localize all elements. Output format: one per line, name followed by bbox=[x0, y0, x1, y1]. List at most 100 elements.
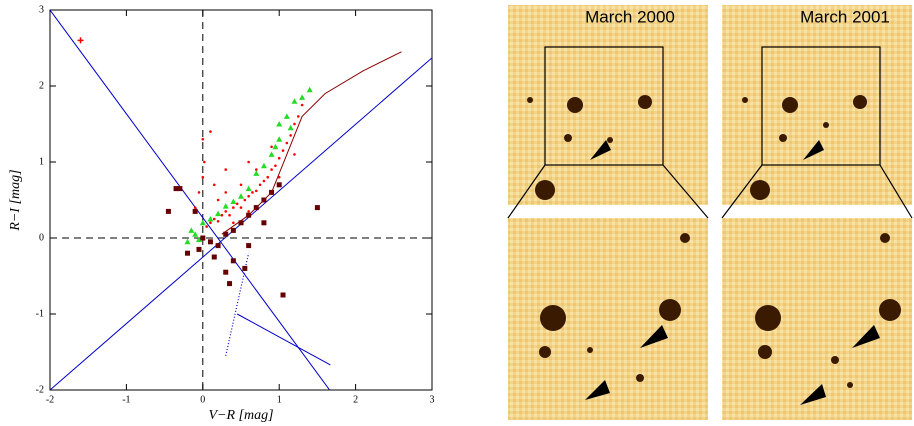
point bbox=[280, 292, 286, 298]
point bbox=[299, 94, 306, 100]
point bbox=[253, 170, 260, 176]
point bbox=[258, 183, 262, 187]
series-group bbox=[50, 10, 432, 390]
point bbox=[209, 130, 212, 133]
y-axis-label: R−I [mag] bbox=[8, 169, 23, 231]
point bbox=[247, 210, 250, 213]
image bbox=[722, 218, 912, 420]
point bbox=[266, 175, 270, 179]
point bbox=[239, 206, 243, 209]
curve bbox=[236, 313, 331, 366]
point bbox=[216, 219, 220, 223]
plot-frame bbox=[49, 9, 433, 391]
point bbox=[177, 186, 183, 192]
point bbox=[293, 153, 296, 156]
inset-frames bbox=[507, 46, 913, 219]
point bbox=[300, 103, 304, 107]
y-tick-label: -1 bbox=[36, 308, 44, 319]
x-tick-label: 1 bbox=[277, 394, 282, 405]
point bbox=[205, 225, 208, 228]
point bbox=[277, 175, 281, 179]
point bbox=[235, 202, 239, 206]
x-tick-label: -1 bbox=[122, 394, 130, 405]
point bbox=[224, 168, 228, 171]
point bbox=[242, 265, 248, 271]
point bbox=[306, 86, 313, 93]
point bbox=[212, 183, 216, 187]
curve bbox=[50, 10, 331, 390]
point bbox=[223, 231, 229, 237]
x-axis-label: V−R [mag] bbox=[208, 408, 273, 423]
point bbox=[193, 206, 197, 209]
point bbox=[230, 227, 236, 233]
point bbox=[196, 246, 202, 252]
point bbox=[211, 254, 217, 260]
image-panels: March 2000 March 2001 bbox=[507, 5, 913, 420]
point bbox=[276, 182, 282, 188]
point bbox=[195, 236, 202, 243]
point bbox=[238, 193, 244, 199]
panel-label: March 2001 bbox=[800, 7, 890, 26]
x-tick-label: 3 bbox=[430, 394, 435, 405]
point bbox=[291, 98, 298, 104]
point bbox=[251, 191, 254, 194]
point bbox=[277, 156, 281, 160]
curve bbox=[221, 51, 402, 235]
sources bbox=[527, 95, 901, 388]
image bbox=[722, 5, 912, 205]
x-tick-label: -2 bbox=[46, 394, 54, 405]
point bbox=[173, 186, 179, 192]
y-tick-label: 1 bbox=[39, 156, 44, 167]
plot-area: -2 -1 0 1 2 3 -2 -1 0 1 2 3 V−R [mag] R−I [mag] bbox=[8, 4, 434, 423]
point bbox=[230, 198, 237, 205]
point bbox=[281, 149, 285, 152]
point bbox=[224, 191, 228, 194]
point bbox=[262, 179, 266, 183]
y-tick-label: 3 bbox=[39, 4, 44, 15]
y-tick-label: -2 bbox=[36, 384, 44, 395]
point bbox=[247, 160, 250, 164]
point bbox=[215, 210, 222, 217]
point bbox=[165, 208, 171, 214]
point bbox=[220, 213, 224, 217]
point bbox=[287, 124, 294, 131]
point bbox=[207, 239, 213, 245]
point bbox=[314, 205, 320, 211]
point bbox=[276, 136, 283, 142]
point bbox=[283, 113, 290, 119]
point bbox=[192, 231, 199, 237]
arrows bbox=[585, 140, 880, 405]
point bbox=[209, 221, 212, 225]
point bbox=[260, 162, 267, 169]
point bbox=[212, 217, 216, 221]
point bbox=[246, 243, 252, 249]
point bbox=[197, 191, 201, 194]
point bbox=[270, 168, 273, 171]
point bbox=[184, 238, 191, 245]
point bbox=[199, 219, 206, 226]
y-tick-label: 2 bbox=[39, 80, 44, 91]
point bbox=[285, 141, 289, 145]
point bbox=[227, 281, 233, 287]
point bbox=[77, 37, 84, 44]
point bbox=[230, 258, 236, 264]
point bbox=[232, 206, 235, 209]
point bbox=[201, 175, 205, 179]
point bbox=[254, 189, 258, 193]
point bbox=[188, 227, 195, 233]
point bbox=[222, 203, 229, 209]
point bbox=[293, 122, 296, 126]
point bbox=[245, 185, 252, 192]
point bbox=[216, 198, 220, 202]
point bbox=[203, 160, 206, 164]
point bbox=[223, 269, 229, 275]
point bbox=[261, 220, 267, 226]
point bbox=[238, 220, 244, 226]
point bbox=[289, 134, 292, 137]
panel-label: March 2000 bbox=[585, 7, 675, 26]
point bbox=[297, 115, 300, 118]
point bbox=[224, 210, 228, 213]
point bbox=[232, 221, 235, 225]
point bbox=[243, 198, 247, 202]
